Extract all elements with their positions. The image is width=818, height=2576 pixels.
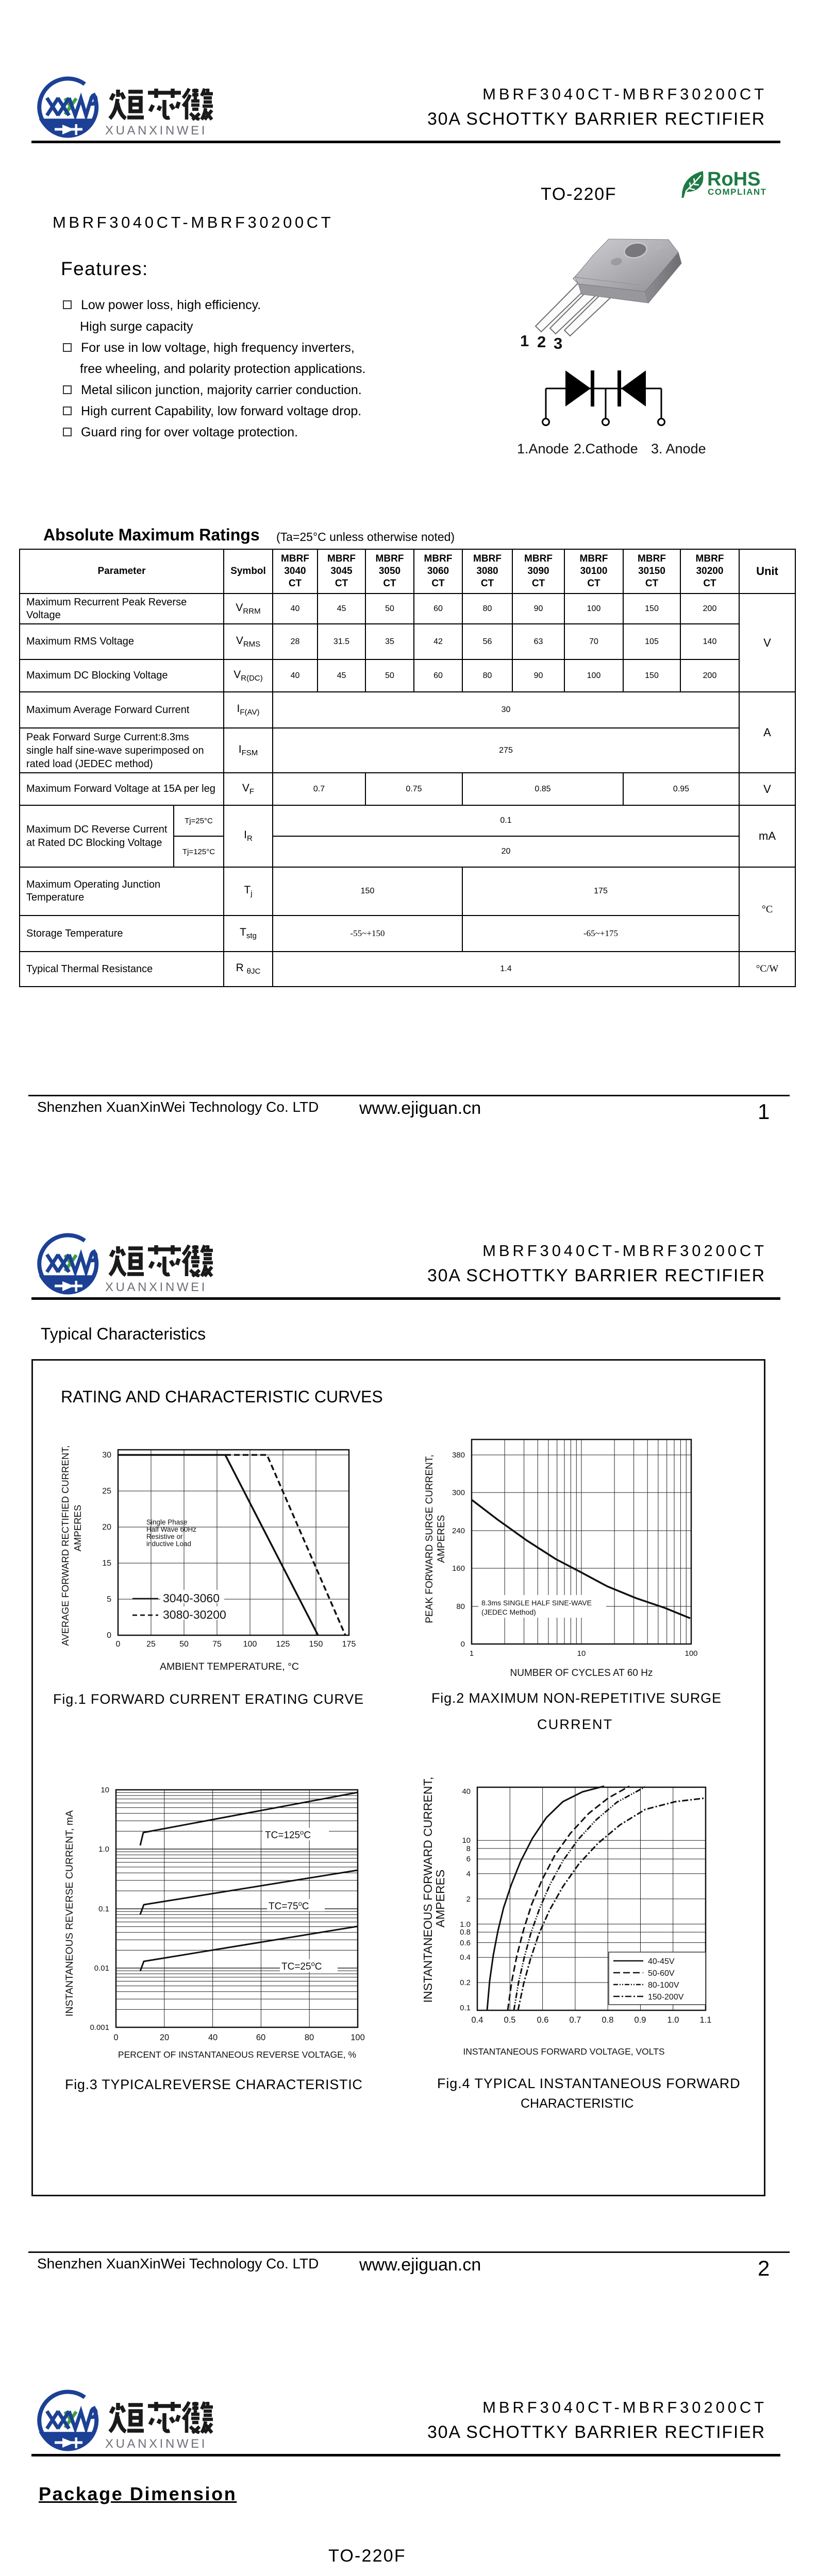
svg-text:40-45V: 40-45V — [648, 1957, 675, 1966]
svg-text:0.1: 0.1 — [460, 2004, 471, 2012]
svg-text:1.0: 1.0 — [460, 1920, 471, 1929]
svg-text:0.6: 0.6 — [460, 1939, 471, 1947]
svg-text:Resistive or: Resistive or — [146, 1533, 183, 1540]
svg-text:4: 4 — [466, 1870, 471, 1878]
svg-text:100: 100 — [685, 1649, 697, 1658]
svg-text:1.Anode: 1.Anode — [517, 441, 569, 456]
svg-text:20: 20 — [102, 1523, 111, 1532]
svg-text:2: 2 — [537, 333, 546, 351]
svg-text:COMPLIANT: COMPLIANT — [708, 187, 767, 197]
svg-text:0.4: 0.4 — [460, 1953, 471, 1962]
svg-text:5: 5 — [107, 1595, 111, 1604]
svg-text:100: 100 — [350, 2033, 365, 2042]
svg-text:80: 80 — [305, 2033, 314, 2042]
svg-text:150-200V: 150-200V — [648, 1993, 684, 2002]
svg-text:TC=125oC: TC=125oC — [265, 1828, 311, 1841]
svg-text:NUMBER OF CYCLES AT 60 Hz: NUMBER OF CYCLES AT 60 Hz — [510, 1668, 653, 1679]
svg-text:0.5: 0.5 — [504, 2015, 516, 2025]
svg-text:0.2: 0.2 — [460, 1978, 471, 1987]
svg-text:2.Cathode: 2.Cathode — [574, 441, 638, 456]
svg-text:0.4: 0.4 — [472, 2015, 483, 2025]
svg-text:40: 40 — [462, 1787, 471, 1796]
svg-text:20: 20 — [160, 2033, 169, 2042]
svg-text:300: 300 — [452, 1488, 465, 1497]
svg-text:INSTANTANEOUS FORWARD VOLTAGE,: INSTANTANEOUS FORWARD VOLTAGE, VOLTS — [463, 2046, 664, 2057]
svg-text:1.1: 1.1 — [700, 2015, 712, 2025]
svg-text:240: 240 — [452, 1527, 465, 1535]
svg-text:15: 15 — [102, 1559, 111, 1568]
svg-text:10: 10 — [101, 1786, 109, 1794]
svg-text:inductive Load: inductive Load — [146, 1540, 191, 1548]
svg-text:3. Anode: 3. Anode — [651, 441, 706, 456]
svg-text:380: 380 — [452, 1451, 465, 1460]
svg-text:6: 6 — [466, 1855, 471, 1863]
svg-text:0: 0 — [113, 2033, 118, 2042]
svg-text:3: 3 — [554, 334, 562, 352]
svg-text:AVERAGE FORWARD RECTIFIED CURR: AVERAGE FORWARD RECTIFIED CURRENT, — [60, 1445, 71, 1646]
svg-text:125: 125 — [276, 1640, 290, 1649]
svg-text:0.6: 0.6 — [537, 2015, 549, 2025]
svg-text:10: 10 — [462, 1836, 471, 1845]
svg-text:INSTANTANEOUS FORWARD CURRENT,: INSTANTANEOUS FORWARD CURRENT, — [421, 1777, 435, 2003]
svg-text:3080-30200: 3080-30200 — [163, 1608, 226, 1621]
svg-text:1: 1 — [520, 332, 529, 350]
svg-text:AMBIENT TEMPERATURE, °C: AMBIENT TEMPERATURE, °C — [160, 1661, 299, 1672]
svg-text:(JEDEC Method): (JEDEC Method) — [481, 1608, 536, 1616]
svg-text:AMPERES: AMPERES — [436, 1515, 447, 1563]
svg-text:150: 150 — [309, 1640, 323, 1649]
svg-text:50-60V: 50-60V — [648, 1969, 675, 1978]
svg-text:AMPERES: AMPERES — [72, 1505, 83, 1551]
svg-text:60: 60 — [256, 2033, 265, 2042]
svg-text:RoHS: RoHS — [707, 168, 760, 190]
svg-text:2: 2 — [466, 1895, 471, 1904]
svg-text:AMPERES: AMPERES — [433, 1870, 447, 1927]
svg-text:1.0: 1.0 — [667, 2015, 679, 2025]
svg-text:100: 100 — [243, 1640, 257, 1649]
svg-text:1.0: 1.0 — [98, 1845, 109, 1854]
svg-text:TC=25oC: TC=25oC — [281, 1960, 322, 1972]
svg-text:PEAK FORWARD SURGE CURRENT,: PEAK FORWARD SURGE CURRENT, — [424, 1454, 435, 1623]
svg-text:0: 0 — [461, 1640, 465, 1649]
svg-text:30: 30 — [102, 1451, 111, 1460]
svg-text:0.8: 0.8 — [602, 2015, 614, 2025]
svg-text:40: 40 — [208, 2033, 218, 2042]
svg-text:0.8: 0.8 — [460, 1928, 471, 1937]
svg-text:25: 25 — [102, 1487, 111, 1496]
svg-text:0: 0 — [116, 1640, 121, 1649]
svg-text:50: 50 — [179, 1640, 189, 1649]
svg-text:8: 8 — [466, 1844, 471, 1853]
svg-text:1: 1 — [470, 1649, 474, 1658]
svg-text:0.001: 0.001 — [90, 2023, 109, 2032]
svg-text:Half Wave 60Hz: Half Wave 60Hz — [146, 1526, 196, 1533]
svg-text:INSTANTANEOUS REVERSE CURRENT,: INSTANTANEOUS REVERSE CURRENT, mA — [64, 1810, 75, 2016]
svg-text:8.3ms SINGLE HALF SINE-WAVE: 8.3ms SINGLE HALF SINE-WAVE — [481, 1599, 592, 1607]
svg-text:80-100V: 80-100V — [648, 1981, 679, 1990]
svg-text:0.9: 0.9 — [635, 2015, 646, 2025]
svg-text:160: 160 — [452, 1564, 465, 1573]
svg-text:175: 175 — [342, 1640, 356, 1649]
svg-text:0: 0 — [107, 1631, 111, 1640]
svg-text:Single Phase: Single Phase — [146, 1518, 188, 1526]
svg-text:3040-3060: 3040-3060 — [163, 1591, 220, 1605]
svg-text:10: 10 — [577, 1649, 586, 1658]
svg-text:0.01: 0.01 — [94, 1964, 109, 1973]
svg-text:PERCENT OF INSTANTANEOUS REVER: PERCENT OF INSTANTANEOUS REVERSE VOLTAGE… — [118, 2049, 356, 2060]
svg-text:TC=75oC: TC=75oC — [269, 1900, 309, 1912]
svg-text:0.1: 0.1 — [98, 1905, 109, 1913]
svg-text:0.7: 0.7 — [570, 2015, 581, 2025]
svg-text:25: 25 — [146, 1640, 156, 1649]
svg-text:80: 80 — [456, 1602, 465, 1611]
svg-text:75: 75 — [212, 1640, 222, 1649]
